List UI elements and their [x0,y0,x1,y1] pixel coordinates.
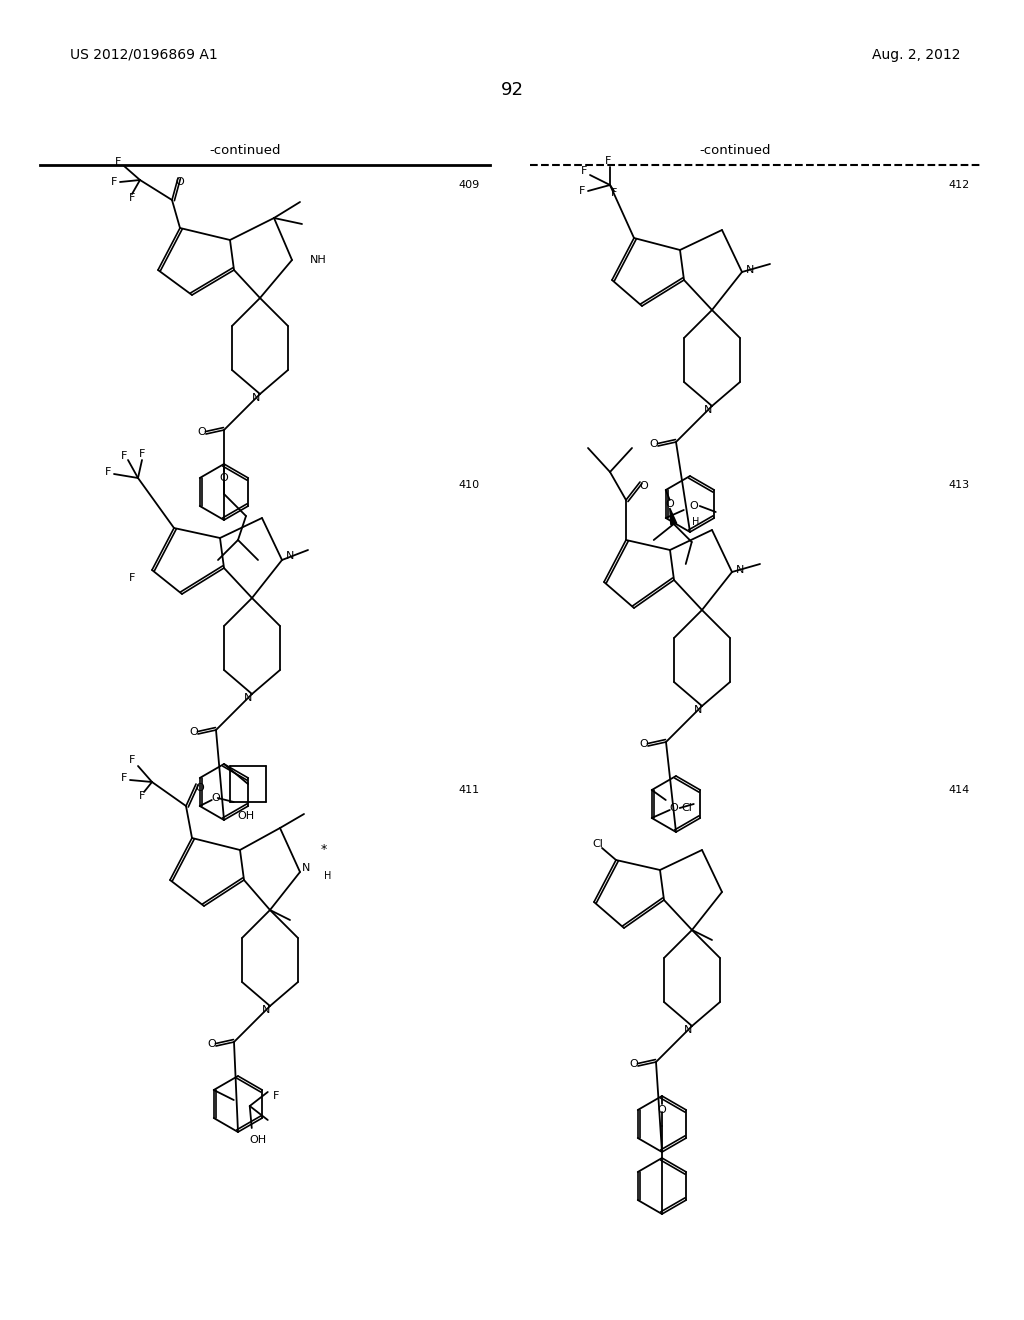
Text: N: N [286,550,294,561]
Text: O: O [198,426,207,437]
Text: F: F [129,755,135,766]
Text: N: N [302,863,310,873]
Text: OH: OH [238,810,255,821]
Text: F: F [581,166,587,176]
Text: 413: 413 [949,480,970,490]
Text: N: N [252,393,260,403]
Text: O: O [640,739,648,748]
Text: F: F [579,186,585,195]
Text: O: O [689,502,698,511]
Text: F: F [610,187,617,198]
Text: F: F [115,157,121,168]
Text: 414: 414 [949,785,970,795]
Text: N: N [262,1005,270,1015]
Text: O: O [657,1105,667,1115]
Text: O: O [189,727,199,737]
Text: Cl: Cl [593,840,603,849]
Text: F: F [129,573,135,583]
Text: O: O [630,1059,638,1069]
Text: Cl: Cl [682,803,692,813]
Polygon shape [670,508,677,525]
Text: US 2012/0196869 A1: US 2012/0196869 A1 [70,48,218,62]
Text: N: N [694,705,702,715]
Text: *: * [321,843,327,857]
Text: 412: 412 [949,180,970,190]
Text: F: F [111,177,117,187]
Text: -continued: -continued [209,144,281,157]
Text: F: F [139,449,145,459]
Text: N: N [703,405,712,414]
Text: O: O [670,803,678,813]
Text: Aug. 2, 2012: Aug. 2, 2012 [871,48,961,62]
Text: F: F [273,1092,280,1101]
Text: -continued: -continued [699,144,771,157]
Text: O: O [219,473,228,483]
Text: 409: 409 [459,180,480,190]
Text: F: F [121,774,127,783]
Text: 411: 411 [459,785,480,795]
Text: N: N [244,693,252,704]
Text: F: F [139,791,145,801]
Text: 410: 410 [459,480,480,490]
Text: O: O [176,177,184,187]
Text: O: O [196,783,205,793]
Text: F: F [121,451,127,461]
Text: OH: OH [249,1135,266,1144]
Text: H: H [325,871,332,880]
Text: F: F [605,156,611,166]
Text: N: N [745,265,755,275]
Text: NH: NH [310,255,327,265]
Text: O: O [649,440,658,449]
Text: 92: 92 [501,81,523,99]
Text: N: N [684,1026,692,1035]
Text: O: O [208,1039,216,1049]
Text: N: N [736,565,744,576]
Text: H: H [692,517,699,527]
Text: O: O [666,499,674,510]
Text: O: O [211,793,220,803]
Text: F: F [129,193,135,203]
Text: F: F [104,467,112,477]
Text: O: O [640,480,648,491]
